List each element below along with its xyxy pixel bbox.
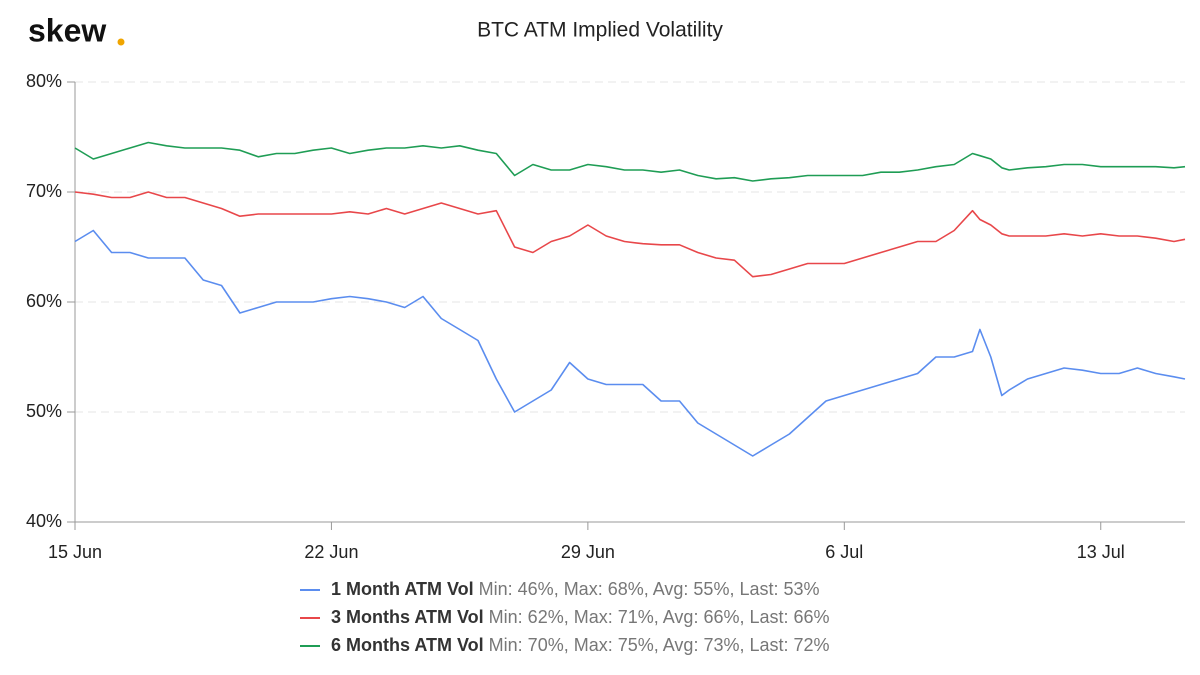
legend-entry: 1 Month ATM Vol Min: 46%, Max: 68%, Avg:… — [331, 579, 820, 599]
x-tick-label: 13 Jul — [1077, 542, 1125, 562]
chart-title: BTC ATM Implied Volatility — [477, 19, 723, 42]
series-line — [74, 191, 1186, 278]
x-tick-label: 6 Jul — [825, 542, 863, 562]
series-line — [74, 229, 1186, 457]
legend-entry: 6 Months ATM Vol Min: 70%, Max: 75%, Avg… — [331, 635, 830, 655]
legend-name: 3 Months ATM Vol — [331, 607, 484, 627]
logo: skew — [28, 12, 106, 48]
y-tick-label: 40% — [26, 511, 62, 531]
logo-dot — [117, 38, 125, 46]
y-tick-label: 70% — [26, 181, 62, 201]
y-tick-label: 80% — [26, 71, 62, 91]
legend-stats: Min: 62%, Max: 71%, Avg: 66%, Last: 66% — [489, 607, 830, 627]
legend-stats: Min: 70%, Max: 75%, Avg: 73%, Last: 72% — [489, 635, 830, 655]
legend-entry: 3 Months ATM Vol Min: 62%, Max: 71%, Avg… — [331, 607, 830, 627]
series-line — [74, 141, 1186, 182]
x-tick-label: 22 Jun — [304, 542, 358, 562]
legend-stats: Min: 46%, Max: 68%, Avg: 55%, Last: 53% — [479, 579, 820, 599]
legend-name: 6 Months ATM Vol — [331, 635, 484, 655]
y-tick-label: 50% — [26, 401, 62, 421]
legend-name: 1 Month ATM Vol — [331, 579, 474, 599]
x-tick-label: 15 Jun — [48, 542, 102, 562]
x-tick-label: 29 Jun — [561, 542, 615, 562]
y-tick-label: 60% — [26, 291, 62, 311]
